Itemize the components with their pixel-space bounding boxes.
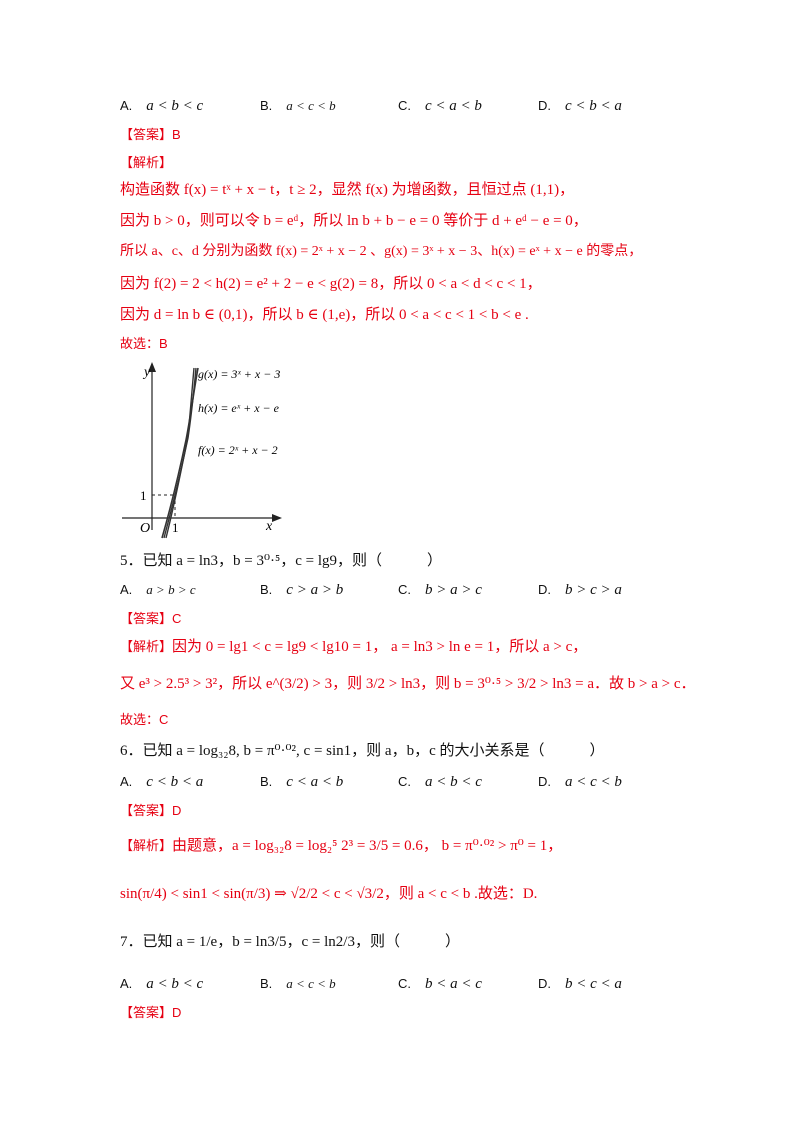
q5-conclusion: 故选：C (120, 712, 169, 727)
y-axis-label: y (142, 365, 151, 380)
h-curve-label: h(x) = eˣ + x − e (198, 401, 280, 415)
q4-conclusion: 故选：B (120, 336, 168, 351)
q4-analysis-line-2: 因为 b > 0，则可以令 b = eᵈ，所以 ln b + b − e = 0… (120, 213, 588, 229)
x-axis-arrow (272, 514, 282, 522)
q6-analysis-line-2: sin(π/4) < sin1 < sin(π/3) ⇒ √2/2 < c < … (120, 886, 538, 902)
q5-analysis-line-2: 又 e³ > 2.5³ > 3²，所以 e^(3/2) > 3，则 3/2 > … (120, 676, 696, 692)
q6-option-b: B. c < a < b (260, 774, 344, 790)
q7-option-d: D. b < c < a (538, 976, 622, 992)
x-axis-label: x (265, 519, 273, 534)
f-curve-label: f(x) = 2ˣ + x − 2 (198, 443, 278, 457)
q5-option-d: D. b > c > a (538, 582, 622, 598)
y-axis-arrow (148, 362, 156, 372)
function-graph: y x O 1 1 g(x) = 3ˣ + x − 3 h(x) = eˣ + … (122, 362, 282, 539)
q5-option-c: C. b > a > c (398, 582, 482, 598)
g-curve-label: g(x) = 3ˣ + x − 3 (198, 367, 280, 381)
q6-analysis-line-1: 【解析】由题意，a = log₃₂8 = log₂⁵ 2³ = 3/5 = 0.… (120, 838, 563, 854)
q7-option-b: B. a < c < b (260, 976, 336, 991)
q4-option-b: B. a < c < b (260, 98, 336, 113)
q4-analysis-label: 【解析】 (120, 155, 173, 170)
q5-answer: 【答案】C (120, 611, 182, 626)
q6-option-d: D. a < c < b (538, 774, 622, 790)
q4-analysis-line-1: 构造函数 f(x) = tˣ + x − t，t ≥ 2，显然 f(x) 为增函… (120, 182, 575, 198)
q4-analysis-line-5: 因为 d = ln b ∈ (0,1)，所以 b ∈ (1,e)，所以 0 < … (120, 307, 529, 323)
q5-analysis-line-1: 【解析】因为 0 = lg1 < c = lg9 < lg10 = 1， a =… (120, 639, 588, 655)
q6-option-a: A. c < b < a (120, 774, 204, 790)
q7-stem: 7．已知 a = 1/e，b = ln3/5，c = ln2/3，则（ ） (120, 934, 460, 950)
q4-answer: 【答案】B (120, 127, 181, 142)
q4-option-c: C. c < a < b (398, 98, 482, 114)
curve-g (165, 367, 195, 539)
q6-answer: 【答案】D (120, 803, 182, 818)
q4-option-d: D. c < b < a (538, 98, 622, 114)
q6-option-c: C. a < b < c (398, 774, 482, 790)
curve-f (161, 367, 199, 539)
q5-option-a: A. a > b > c (120, 582, 196, 597)
q7-option-a: A. a < b < c (120, 976, 204, 992)
q7-option-c: C. b < a < c (398, 976, 482, 992)
q4-option-a: A. a < b < c (120, 98, 204, 114)
q4-analysis-line-3: 所以 a、c、d 分别为函数 f(x) = 2ˣ + x − 2 、g(x) =… (120, 244, 643, 259)
y-tick-one: 1 (140, 488, 147, 503)
q7-answer: 【答案】D (120, 1005, 182, 1020)
q4-analysis-line-4: 因为 f(2) = 2 < h(2) = e² + 2 − e < g(2) =… (120, 276, 542, 292)
q6-stem: 6．已知 a = log₃₂8, b = π⁰·⁰², c = sin1，则 a… (120, 743, 605, 759)
q5-option-b: B. c > a > b (260, 582, 344, 598)
origin-label: O (140, 521, 150, 536)
x-tick-one: 1 (172, 520, 179, 535)
q5-stem: 5．已知 a = ln3，b = 3⁰·⁵，c = lg9，则（ ） (120, 553, 443, 569)
